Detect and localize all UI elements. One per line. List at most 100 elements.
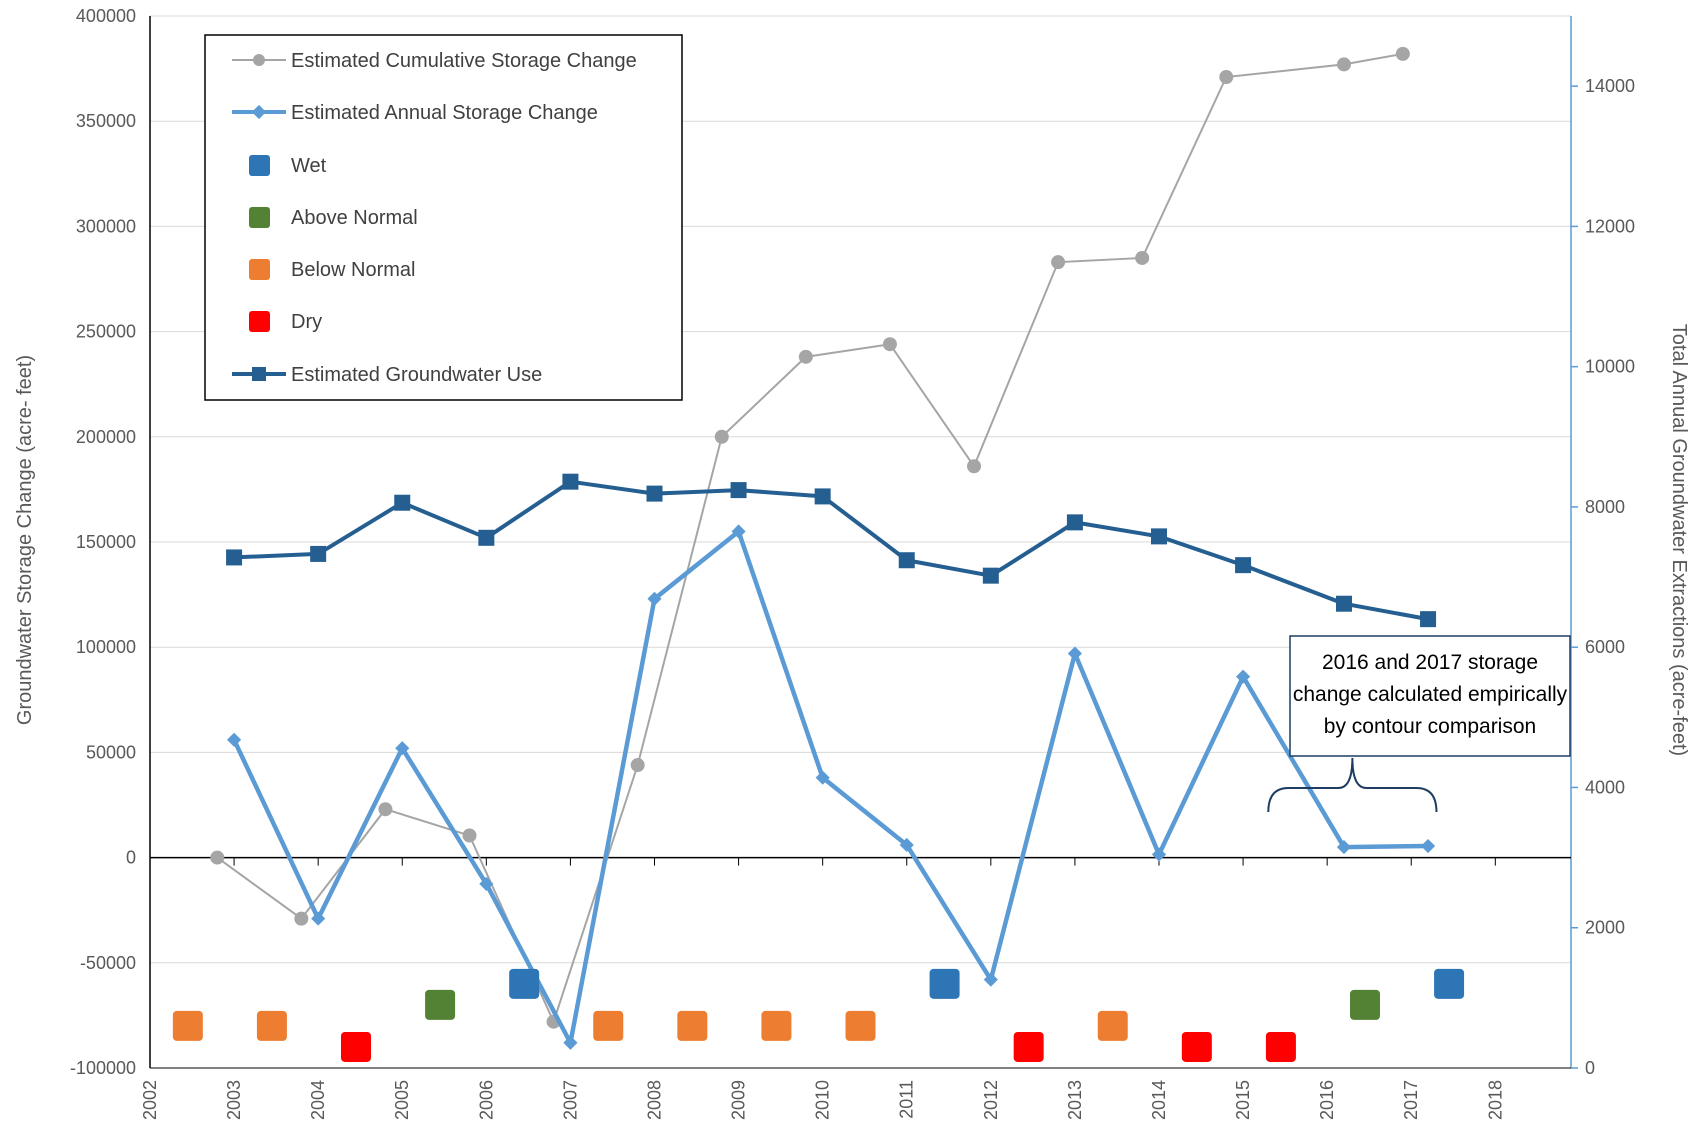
y-tick-label-right: 8000 <box>1585 497 1625 517</box>
cumulative-point <box>882 337 897 352</box>
year-type-marker-above-normal <box>1349 989 1380 1020</box>
cumulative-point <box>210 850 225 865</box>
year-type-marker-dry <box>1181 1031 1212 1062</box>
x-tick-label: 2003 <box>224 1080 244 1120</box>
groundwater-use-point <box>478 529 495 546</box>
legend-item-use: Estimated Groundwater Use <box>232 364 542 386</box>
x-tick-label: 2008 <box>644 1080 664 1120</box>
annual-point <box>815 770 830 785</box>
year-type-marker-above-normal <box>425 989 456 1020</box>
legend-label-cumulative: Estimated Cumulative Storage Change <box>291 50 637 72</box>
x-tick-label: 2009 <box>729 1080 749 1120</box>
legend-label-below-normal: Below Normal <box>291 259 415 281</box>
groundwater-use-point <box>1335 595 1352 612</box>
year-type-marker-below-normal <box>172 1010 203 1041</box>
series-line-groundwater-use <box>233 479 1429 622</box>
legend-label-use: Estimated Groundwater Use <box>291 364 542 386</box>
year-type-marker-below-normal <box>1097 1010 1128 1041</box>
y-tick-label-left: 350000 <box>76 111 136 131</box>
year-type-marker-dry <box>341 1031 372 1062</box>
cumulative-point <box>1051 255 1066 270</box>
groundwater-use-point <box>1420 611 1437 628</box>
y-tick-label-left: 100000 <box>76 637 136 657</box>
annotation-line-3: by contour comparison <box>1324 715 1536 738</box>
cumulative-point <box>378 802 393 817</box>
y-tick-label-right: 10000 <box>1585 357 1635 377</box>
annual-point <box>1336 840 1352 855</box>
cumulative-point <box>1135 250 1150 265</box>
x-tick-label: 2018 <box>1485 1080 1505 1120</box>
tick-labels: 4000003500003000002500002000001500001000… <box>70 6 1635 1120</box>
groundwater-use-point <box>730 482 747 499</box>
y-tick-label-left: -50000 <box>80 953 136 973</box>
cumulative-point <box>714 429 729 444</box>
groundwater-use-point <box>310 545 327 562</box>
y-tick-label-left: 200000 <box>76 427 136 447</box>
x-tick-label: 2016 <box>1317 1080 1337 1120</box>
legend-label-wet: Wet <box>291 155 327 177</box>
cumulative-point <box>1336 57 1351 72</box>
year-type-marker-wet <box>1434 968 1465 999</box>
year-type-marker-below-normal <box>593 1010 624 1041</box>
year-type-marker-wet <box>929 968 960 999</box>
legend-item-below-normal: Below Normal <box>249 259 415 281</box>
legend-item-dry: Dry <box>249 311 322 333</box>
y-tick-label-right: 4000 <box>1585 777 1625 797</box>
legend-swatch-wet <box>249 155 270 176</box>
series-line-annual <box>232 529 1429 1046</box>
annual-point <box>731 524 746 539</box>
groundwater-use-point <box>562 473 579 490</box>
y-axis-title-right: Total Annual Groundwater Extractions (ac… <box>1668 324 1690 756</box>
year-type-marker-below-normal <box>256 1010 287 1041</box>
y-tick-label-left: 400000 <box>76 6 136 26</box>
groundwater-use-point <box>898 552 915 569</box>
annual-point <box>1236 669 1251 684</box>
annotation-line-1: 2016 and 2017 storage <box>1322 651 1538 674</box>
cumulative-point <box>462 828 477 843</box>
annual-point <box>395 741 410 756</box>
x-tick-label: 2011 <box>897 1080 917 1119</box>
legend-swatch-above-normal <box>249 207 270 228</box>
axes <box>149 16 1578 1069</box>
y-tick-label-right: 0 <box>1585 1058 1595 1078</box>
x-tick-label: 2002 <box>140 1080 160 1120</box>
annual-point <box>899 837 914 853</box>
groundwater-use-point <box>1066 514 1083 531</box>
legend-marker-cumulative <box>253 54 265 66</box>
annotation: 2016 and 2017 storage change calculated … <box>1267 635 1571 813</box>
annual-point <box>311 911 326 926</box>
y-tick-label-right: 2000 <box>1585 918 1625 938</box>
groundwater-use-point <box>1150 528 1167 545</box>
series <box>210 46 1437 1050</box>
groundwater-use-point <box>394 494 411 511</box>
cumulative-point <box>967 459 982 474</box>
x-tick-label: 2012 <box>981 1080 1001 1120</box>
y-axis-title-left: Groundwater Storage Change (acre- feet) <box>14 355 36 725</box>
annual-point <box>563 1035 578 1050</box>
annual-point <box>227 732 242 747</box>
cumulative-point <box>1219 70 1234 85</box>
groundwater-use-point <box>226 549 243 566</box>
legend-item-above-normal: Above Normal <box>249 207 418 229</box>
year-type-marker-below-normal <box>677 1010 708 1041</box>
groundwater-use-point <box>646 485 663 502</box>
legend-label-annual: Estimated Annual Storage Change <box>291 102 598 124</box>
y-tick-label-left: 250000 <box>76 322 136 342</box>
year-type-marker-below-normal <box>845 1010 876 1041</box>
x-tick-label: 2004 <box>308 1080 328 1120</box>
annual-point <box>1067 646 1082 661</box>
y-tick-label-right: 6000 <box>1585 637 1625 657</box>
annual-point <box>1151 847 1167 862</box>
legend-box <box>204 34 683 401</box>
year-type-marker-dry <box>1013 1031 1044 1062</box>
legend-item-wet: Wet <box>249 155 327 177</box>
x-tick-label: 2017 <box>1401 1080 1421 1120</box>
annotation-line-2: change calculated empirically <box>1293 683 1568 706</box>
x-tick-label: 2015 <box>1233 1080 1253 1120</box>
y-tick-label-left: 0 <box>126 848 136 868</box>
annotation-box <box>1289 635 1571 757</box>
year-type-markers <box>172 968 1465 1062</box>
year-type-marker-dry <box>1265 1031 1296 1062</box>
y-tick-label-left: 50000 <box>86 742 136 762</box>
